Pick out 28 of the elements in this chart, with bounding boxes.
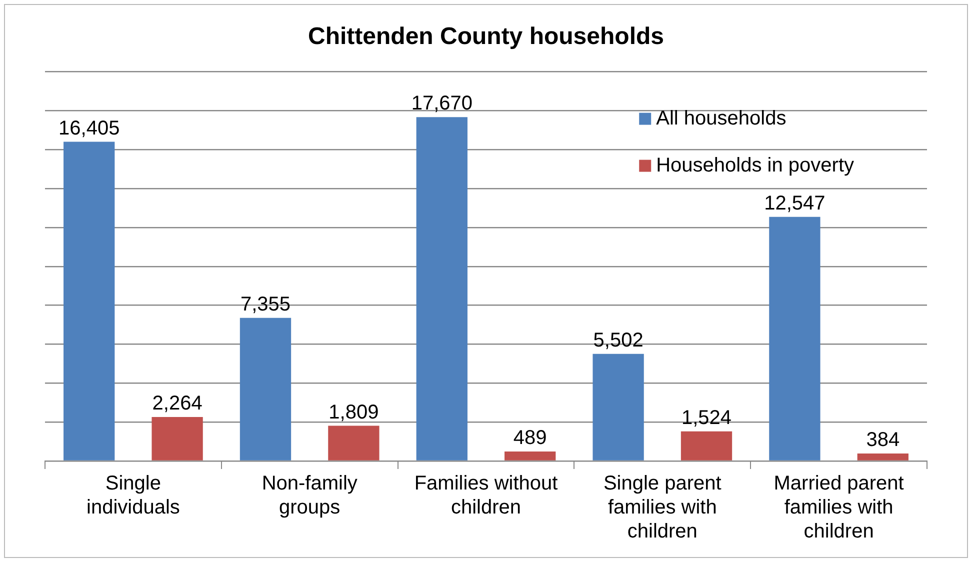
x-tick-label: Single parent families with children [603,472,722,543]
data-label: 16,405 [58,117,120,140]
bar [152,416,203,460]
bar [504,451,556,460]
bar [680,431,732,460]
legend-label: All households [656,107,786,130]
data-label: 1,809 [328,401,379,424]
x-tick-label: Families without children [414,472,558,519]
x-tick-label: Non-family groups [262,472,358,519]
bar [592,354,644,460]
x-tick-label: Single individuals [86,472,180,519]
chart-title: Chittenden County households [308,23,664,50]
bar [857,454,908,460]
bar [416,117,468,460]
data-label: 489 [513,427,547,449]
data-label: 5,502 [593,329,644,352]
bar [328,426,380,460]
data-label: 2,264 [152,392,202,414]
data-label: 17,670 [411,92,472,115]
bar [64,142,115,460]
data-label: 12,547 [764,192,826,214]
bar [769,216,820,460]
x-tick-label: Married parent families with children [774,472,904,543]
data-label: 384 [866,429,900,452]
legend-label: Households in poverty [656,154,854,176]
data-label: 1,524 [681,406,732,429]
data-label: 7,355 [240,293,291,316]
bar [240,318,292,460]
